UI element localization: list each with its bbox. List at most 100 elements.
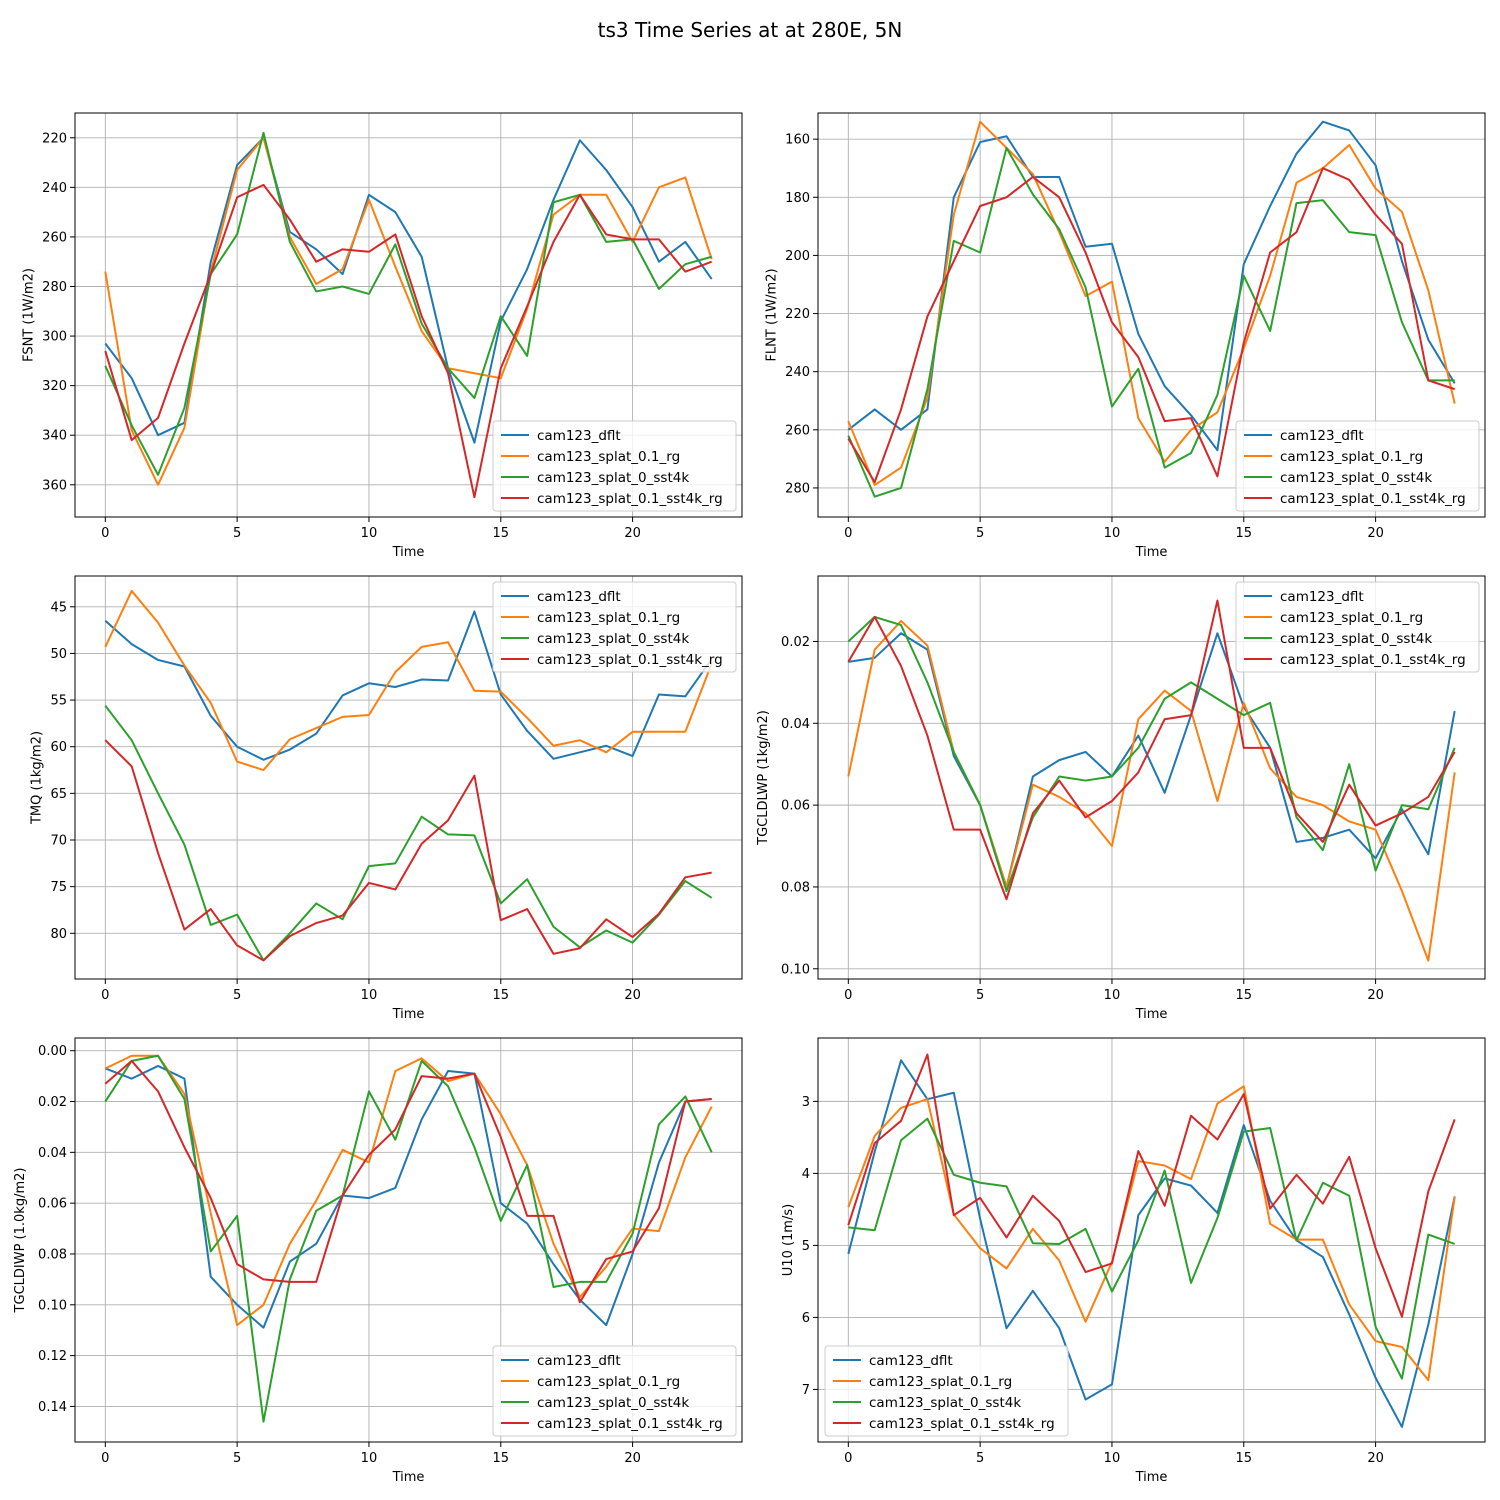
- series-line-cam123_dflt: [847, 120, 1456, 452]
- y-tick-label: 280: [42, 280, 67, 295]
- x-axis: 0 5 10 15 20 Time: [844, 517, 1384, 560]
- x-axis-label: Time: [1135, 1007, 1168, 1022]
- series-line-cam123_splat_0_sst4k: [104, 131, 712, 476]
- legend: cam123_dflt cam123_splat_0.1_rg cam123_spl…: [824, 1345, 1069, 1437]
- x-tick-label: 10: [1104, 988, 1121, 1003]
- legend-label: cam123_splat_0.1_sst4k_rg: [537, 491, 723, 507]
- figure-title: ts3 Time Series at at 280E, 5N: [598, 18, 903, 42]
- series-line-cam123_splat_0.1_rg: [104, 589, 713, 772]
- legend-label: cam123_splat_0.1_sst4k_rg: [537, 652, 723, 668]
- legend-label: cam123_splat_0.1_rg: [869, 1374, 1012, 1390]
- subplot-4: 0 5 10 15 20 Time 0.02 0.04 0.06 0.08 0.10 TGCLDLWP…: [756, 575, 1486, 1022]
- x-tick-label: 15: [492, 526, 509, 541]
- legend-label: cam123_splat_0.1_sst4k_rg: [537, 1416, 723, 1432]
- y-tick-label: 220: [42, 131, 67, 146]
- x-tick-label: 20: [624, 526, 641, 541]
- legend-frame: [1235, 420, 1480, 512]
- y-tick-label: 70: [50, 834, 67, 849]
- y-tick-label: 0.08: [781, 880, 810, 895]
- legend-label: cam123_dflt: [869, 1353, 953, 1369]
- x-axis-label: Time: [392, 1470, 425, 1485]
- legend-label: cam123_splat_0_sst4k: [537, 631, 689, 647]
- x-tick-label: 0: [844, 988, 852, 1003]
- x-tick-label: 20: [1367, 1451, 1384, 1466]
- axes-frame: [74, 112, 743, 518]
- y-axis-label: FSNT (1W/m2): [21, 268, 36, 362]
- legend-label: cam123_splat_0.1_sst4k_rg: [1280, 652, 1466, 668]
- legend: cam123_dflt cam123_splat_0.1_rg cam123_spl…: [492, 420, 737, 512]
- x-axis-label: Time: [392, 1007, 425, 1022]
- series-line-cam123_splat_0.1_rg: [847, 1085, 1456, 1382]
- series-lines: [847, 1053, 1456, 1428]
- y-axis: 0.00 0.02 0.04 0.06 0.08 0.10 0.12 0.14 TGCLDIWP…: [13, 1044, 75, 1415]
- y-tick-label: 0.08: [38, 1247, 67, 1262]
- legend-label: cam123_splat_0.1_rg: [537, 610, 680, 626]
- y-tick-label: 4: [802, 1167, 810, 1182]
- series-lines: [104, 131, 713, 499]
- y-tick-label: 340: [42, 429, 67, 444]
- x-tick-label: 5: [233, 1451, 241, 1466]
- y-axis-label: TGCLDLWP (1kg/m2): [756, 710, 771, 846]
- series-line-cam123_splat_0.1_sst4k_rg: [104, 1059, 712, 1304]
- y-tick-label: 0.10: [781, 962, 810, 977]
- legend: cam123_dflt cam123_splat_0.1_rg cam123_spl…: [492, 1345, 737, 1437]
- y-tick-label: 80: [50, 927, 67, 942]
- y-tick-label: 160: [785, 133, 810, 148]
- y-tick-label: 0.14: [38, 1400, 67, 1415]
- y-tick-label: 260: [785, 423, 810, 438]
- y-axis-label: TMQ (1kg/m2): [30, 731, 45, 825]
- x-axis: 0 5 10 15 20 Time: [844, 1442, 1384, 1485]
- y-tick-label: 300: [42, 330, 67, 345]
- subplot-2: 0 5 10 15 20 Time 160 180 200 220 240 260 280 FLNT (1…: [764, 112, 1486, 560]
- x-axis: 0 5 10 15 20 Time: [101, 979, 641, 1022]
- y-tick-label: 260: [42, 230, 67, 245]
- legend-frame: [1235, 581, 1480, 673]
- grid-lines: [818, 1038, 1485, 1442]
- series-lines: [847, 120, 1456, 498]
- x-tick-label: 15: [492, 1451, 509, 1466]
- y-tick-label: 200: [785, 249, 810, 264]
- y-tick-label: 0.12: [38, 1349, 67, 1364]
- subplot-1: 0 5 10 15 20 Time 220 240 260 280 300 320 340 360 FSNT…: [21, 112, 743, 560]
- y-tick-label: 320: [42, 379, 67, 394]
- series-line-cam123_splat_0.1_sst4k_rg: [847, 1053, 1456, 1318]
- subplot-5: 0 5 10 15 20 Time 0.00 0.02 0.04 0.06 0.08 0.10 0.12…: [13, 1037, 743, 1485]
- x-tick-label: 5: [976, 988, 984, 1003]
- legend: cam123_dflt cam123_splat_0.1_rg cam123_spl…: [1235, 420, 1480, 512]
- y-axis: 160 180 200 220 240 260 280 FLNT (1W/m2): [764, 133, 818, 496]
- x-tick-label: 15: [492, 988, 509, 1003]
- y-tick-label: 240: [785, 365, 810, 380]
- series-line-cam123_splat_0.1_sst4k_rg: [847, 599, 1456, 901]
- x-tick-label: 5: [233, 988, 241, 1003]
- legend-label: cam123_splat_0_sst4k: [1280, 631, 1432, 647]
- y-tick-label: 60: [50, 740, 67, 755]
- x-tick-label: 5: [976, 526, 984, 541]
- y-tick-label: 0.06: [781, 799, 810, 814]
- series-line-cam123_splat_0.1_rg: [104, 1054, 713, 1327]
- series-line-cam123_splat_0_sst4k: [104, 1054, 713, 1423]
- axes-frame: [74, 575, 743, 980]
- legend-label: cam123_splat_0.1_sst4k_rg: [1280, 491, 1466, 507]
- legend-label: cam123_splat_0.1_sst4k_rg: [869, 1416, 1055, 1432]
- subplot-3: 0 5 10 15 20 Time 45 50 55 60 65 70 75 80 TMQ (1kg/m2)…: [30, 575, 743, 1022]
- subplot-grid: 0 5 10 15 20Time220240260280300320340360FSNT…: [13, 112, 1486, 1485]
- series-line-cam123_splat_0.1_sst4k_rg: [847, 167, 1455, 484]
- y-tick-label: 3: [802, 1095, 810, 1110]
- legend-frame: [824, 1345, 1069, 1437]
- y-axis-label: TGCLDIWP (1.0kg/m2): [13, 1168, 28, 1314]
- legend-frame: [492, 581, 737, 673]
- y-tick-label: 280: [785, 481, 810, 496]
- series-lines: [104, 1054, 713, 1423]
- legend-frame: [492, 420, 737, 512]
- x-axis-label: Time: [1135, 1470, 1168, 1485]
- x-tick-label: 5: [976, 1451, 984, 1466]
- x-tick-label: 0: [101, 988, 109, 1003]
- y-axis: 3 4 5 6 7 U10 (1m/s): [781, 1095, 818, 1398]
- y-tick-label: 75: [50, 880, 67, 895]
- x-tick-label: 15: [1235, 988, 1252, 1003]
- x-tick-label: 20: [1367, 526, 1384, 541]
- legend-label: cam123_splat_0_sst4k: [1280, 470, 1432, 486]
- legend-label: cam123_dflt: [537, 589, 621, 605]
- x-tick-label: 10: [1104, 526, 1121, 541]
- x-axis: 0 5 10 15 20 Time: [101, 1442, 641, 1485]
